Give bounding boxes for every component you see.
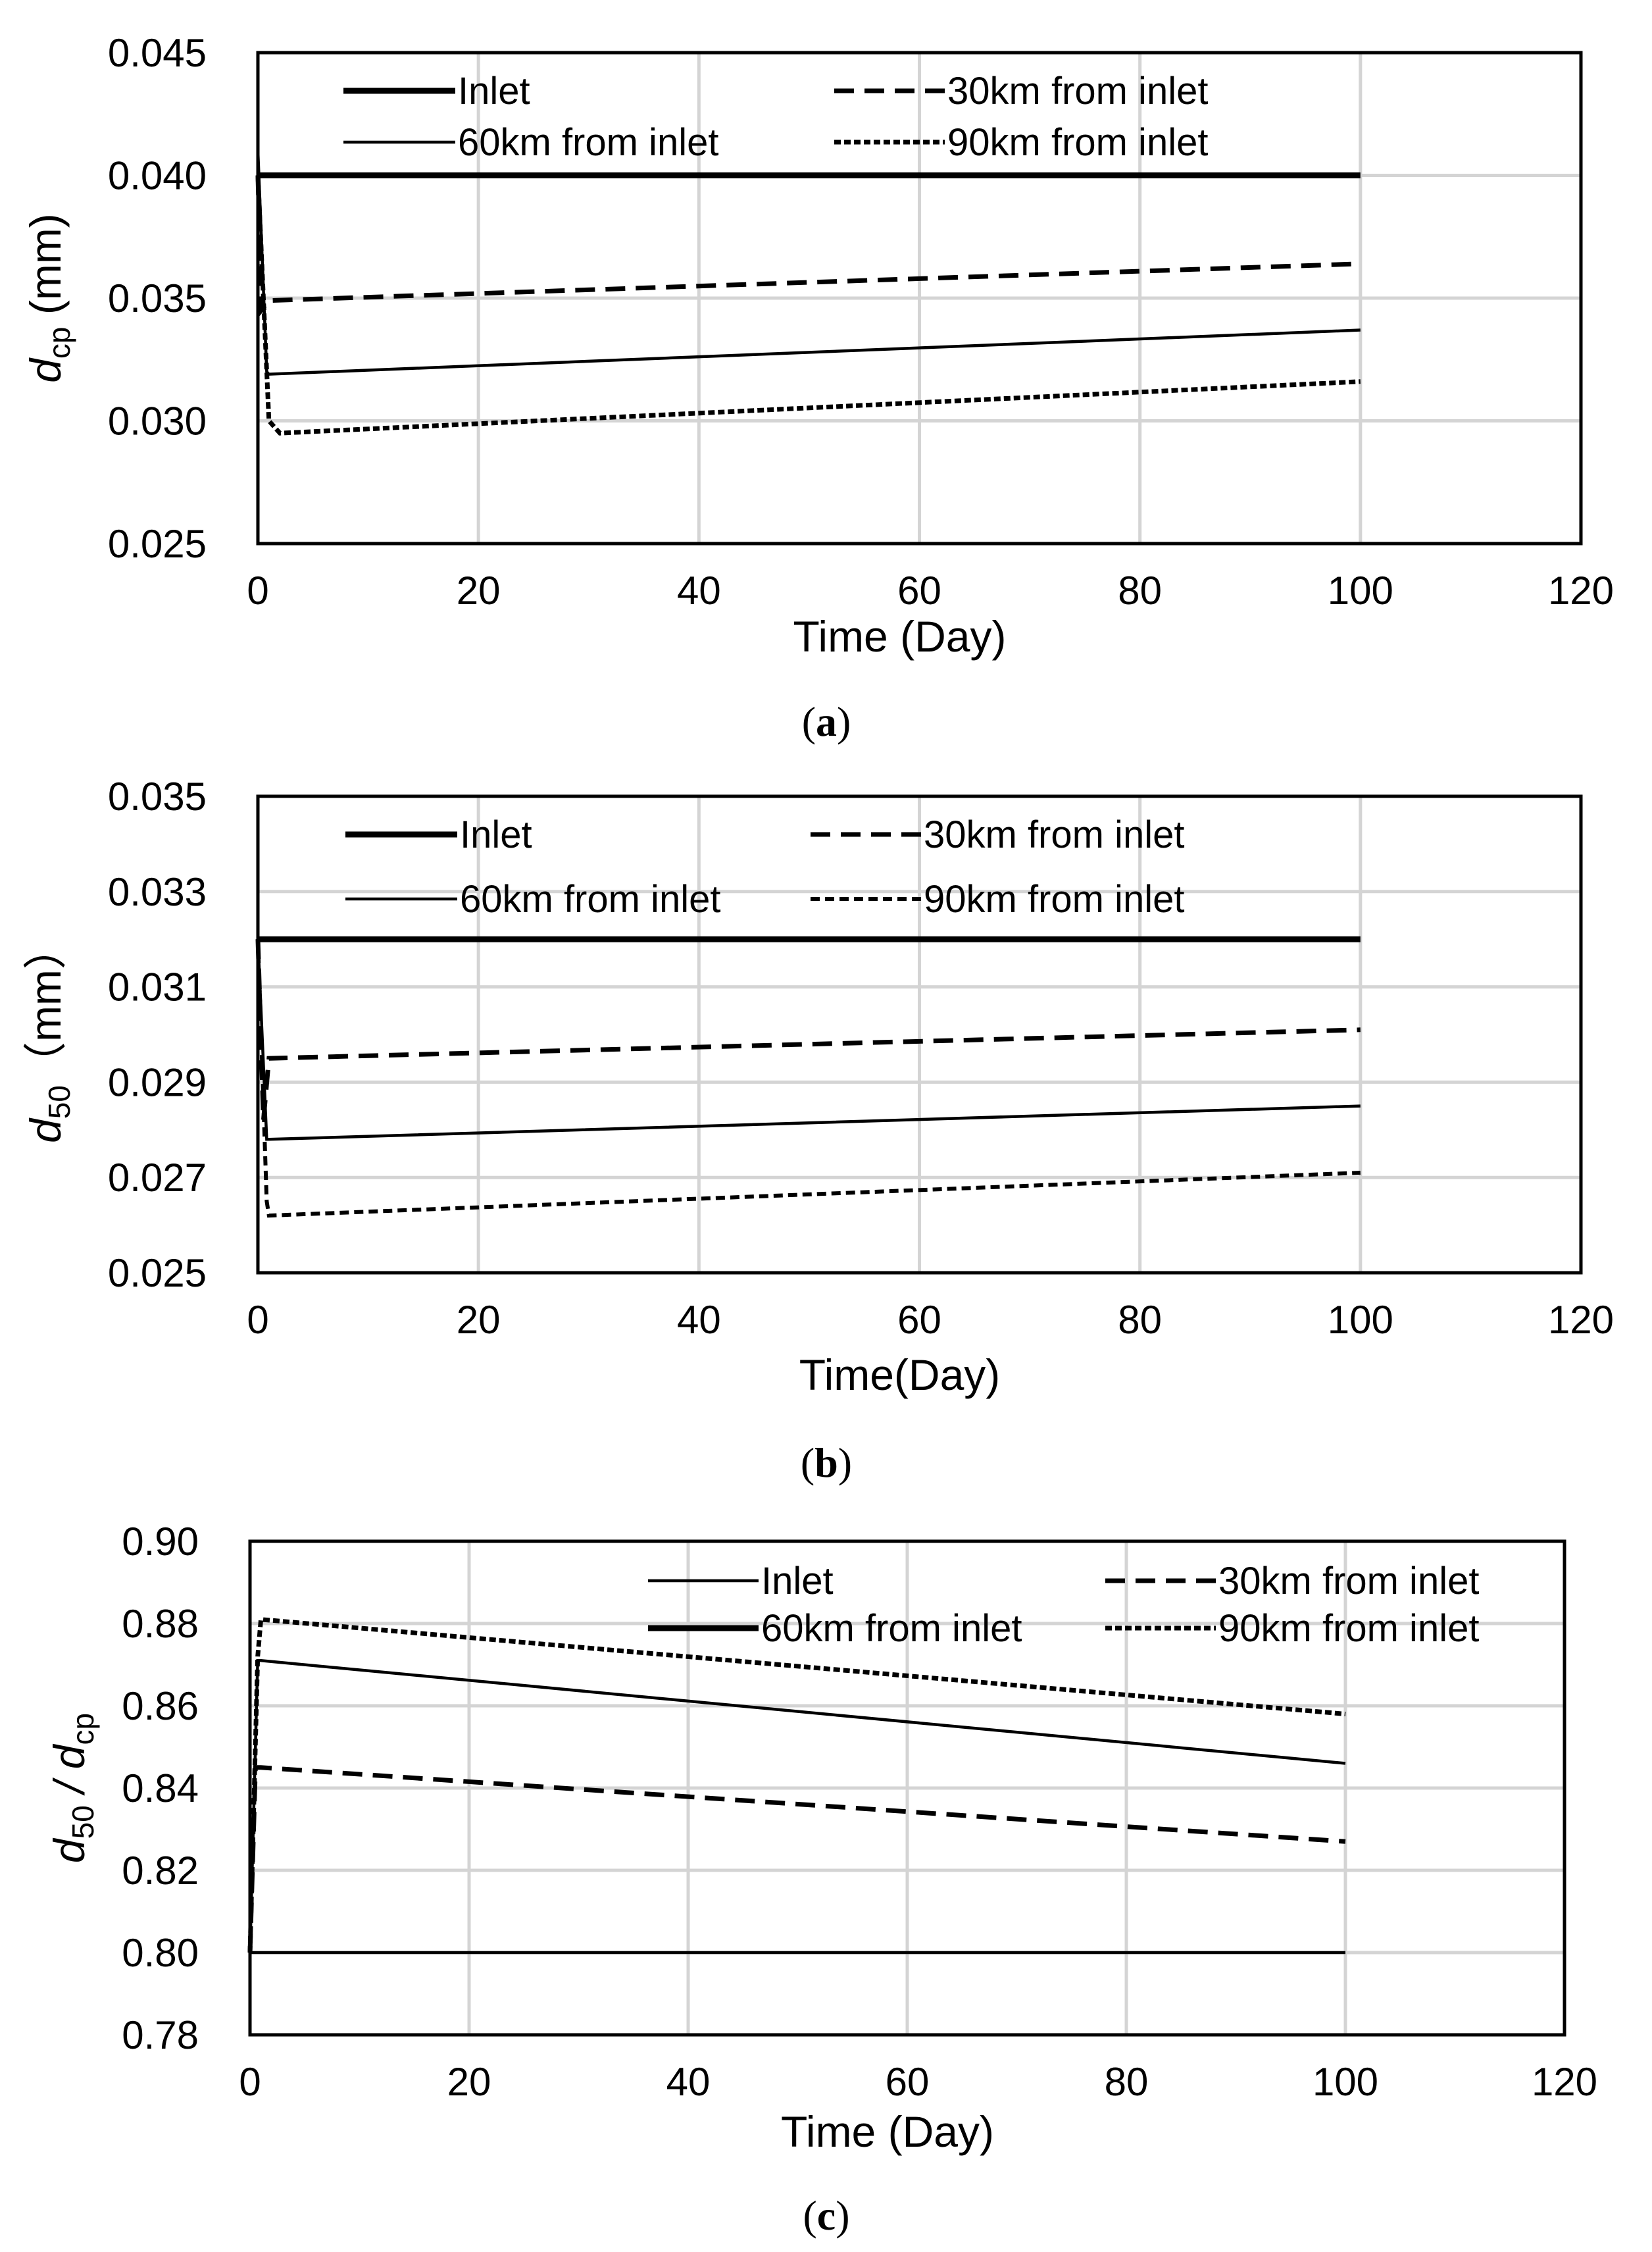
caption-close-paren: ) <box>836 2192 849 2239</box>
y-axis-title-symbol: d <box>45 1837 93 1863</box>
legend-label-1: Inlet <box>460 813 532 856</box>
y-tick-label: 0.80 <box>122 1931 199 1975</box>
y-tick-label: 0.029 <box>108 1060 207 1104</box>
y-axis-title-unit: (mm) <box>21 213 70 326</box>
caption-close-paren: ) <box>838 1439 852 1486</box>
series-line-4 <box>255 175 1361 436</box>
legend-label-4: 90km from inlet <box>947 121 1208 164</box>
x-axis-title: Time (Day) <box>793 612 1007 661</box>
x-tick-label: 20 <box>457 1298 501 1342</box>
caption-open-paren: ( <box>803 2192 816 2239</box>
plot-area-frame <box>248 1539 1566 2037</box>
plot-area-frame <box>256 51 1583 546</box>
series-line-2 <box>255 939 1361 1121</box>
legend-label-2: 30km from inlet <box>1218 1560 1479 1602</box>
y-tick-label: 0.86 <box>122 1684 199 1728</box>
x-tick-label: 40 <box>677 569 721 613</box>
y-tick-label: 0.035 <box>108 276 207 320</box>
legend-label-1: Inlet <box>761 1560 834 1602</box>
legend-label-3: 60km from inlet <box>761 1607 1022 1650</box>
caption-close-paren: ) <box>837 698 851 745</box>
x-tick-label: 40 <box>666 2060 711 2104</box>
y-axis-title-symbol: d <box>21 357 70 383</box>
y-axis-title-unit: （mm） <box>21 926 70 1085</box>
series-line-3 <box>256 939 1361 1141</box>
caption-letter: a <box>816 698 837 745</box>
y-axis-title-subscript: 50 <box>66 1805 100 1839</box>
x-tick-label: 120 <box>1532 2060 1597 2104</box>
caption-open-paren: ( <box>802 698 816 745</box>
y-axis-title-subscript-2: cp <box>66 1713 100 1745</box>
panel-caption: (a) <box>802 698 851 745</box>
legend-label-2: 30km from inlet <box>947 70 1208 113</box>
y-axis-title: d50（mm） <box>21 926 76 1143</box>
y-tick-label: 0.031 <box>108 965 207 1010</box>
y-tick-label: 0.033 <box>108 870 207 914</box>
legend-label-3: 60km from inlet <box>460 878 720 921</box>
x-axis-title: Time (Day) <box>781 2107 994 2156</box>
legend-label-4: 90km from inlet <box>1218 1607 1479 1650</box>
y-tick-label: 0.040 <box>108 154 207 198</box>
y-tick-label: 0.027 <box>108 1156 207 1200</box>
x-tick-label: 0 <box>247 1298 268 1342</box>
series-line-4 <box>256 939 1361 1218</box>
plot-area-frame <box>256 794 1583 1275</box>
y-tick-label: 0.035 <box>108 775 207 819</box>
x-tick-label: 60 <box>897 569 941 613</box>
chart-panel-c: 0.78 0.80 0.82 0.84 0.86 0.88 0.90 0 20 40 60 80 100… <box>45 1520 1597 2239</box>
y-tick-label: 0.045 <box>108 31 207 75</box>
chart-panel-a: 0.025 0.030 0.035 0.040 0.045 0 20 40 60 80 100 120… <box>21 31 1614 745</box>
x-tick-label: 100 <box>1313 2060 1378 2104</box>
chart-panel-b: 0.025 0.027 0.029 0.031 0.033 0.035 0 20 40 60 80 1… <box>21 775 1614 1486</box>
series-line-3 <box>256 151 1361 376</box>
y-axis-title: d50 / dcp <box>45 1713 100 1863</box>
y-tick-label: 0.030 <box>108 399 207 444</box>
y-tick-label: 0.88 <box>122 1602 199 1646</box>
y-tick-label: 0.90 <box>122 1520 199 1564</box>
y-axis-title-subscript: 50 <box>42 1085 76 1119</box>
series-line-4 <box>247 1617 1346 1953</box>
legend-label-1: Inlet <box>458 70 530 113</box>
y-tick-label: 0.82 <box>122 1849 199 1893</box>
legend-label-4: 90km from inlet <box>924 878 1184 921</box>
x-tick-label: 60 <box>897 1298 941 1342</box>
y-tick-label: 0.025 <box>108 522 207 566</box>
y-tick-label: 0.025 <box>108 1251 207 1295</box>
legend-label-2: 30km from inlet <box>924 813 1184 856</box>
y-axis-title-subscript: cp <box>42 326 76 359</box>
x-axis-title: Time(Day) <box>799 1350 1001 1399</box>
x-tick-label: 20 <box>447 2060 491 2104</box>
x-tick-label: 80 <box>1105 2060 1149 2104</box>
y-axis-title: dcp (mm) <box>21 213 76 383</box>
x-tick-label: 40 <box>677 1298 721 1342</box>
x-tick-label: 20 <box>457 569 501 613</box>
x-tick-label: 100 <box>1328 569 1393 613</box>
x-tick-label: 120 <box>1548 1298 1614 1342</box>
y-tick-label: 0.84 <box>122 1766 199 1810</box>
y-axis-title-symbol: d <box>21 1117 70 1143</box>
caption-letter: c <box>817 2192 836 2239</box>
y-axis-title-divider: / d <box>45 1743 93 1805</box>
series-line-2 <box>255 175 1361 317</box>
y-tick-label: 0.78 <box>122 2013 199 2057</box>
x-tick-label: 60 <box>886 2060 930 2104</box>
legend-label-3: 60km from inlet <box>458 121 718 164</box>
x-tick-label: 100 <box>1328 1298 1393 1342</box>
caption-letter: b <box>814 1439 838 1486</box>
x-tick-label: 0 <box>247 569 268 613</box>
panel-caption: (b) <box>801 1439 852 1486</box>
x-tick-label: 0 <box>239 2060 261 2104</box>
x-tick-label: 120 <box>1548 569 1614 613</box>
x-tick-label: 80 <box>1118 1298 1162 1342</box>
panel-caption: (c) <box>803 2192 849 2239</box>
x-tick-label: 80 <box>1118 569 1162 613</box>
series-line-2 <box>247 1765 1346 1953</box>
caption-open-paren: ( <box>801 1439 814 1486</box>
